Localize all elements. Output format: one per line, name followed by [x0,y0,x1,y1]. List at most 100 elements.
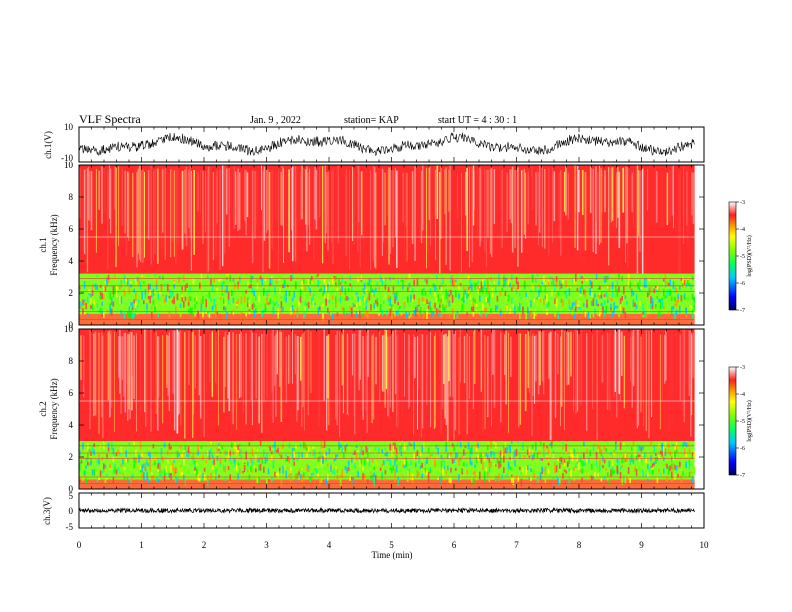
noise-speckle [168,310,171,318]
spectral-streak [140,165,142,263]
spectral-streak [301,165,303,220]
noise-speckle [330,452,332,457]
noise-speckle [83,281,86,289]
noise-speckle [608,479,611,485]
noise-speckle [395,291,398,298]
noise-speckle [143,471,145,480]
spectral-streak [224,165,226,254]
noise-speckle [456,311,459,314]
noise-speckle [442,304,444,311]
noise-speckle [253,310,255,318]
spectral-streak [257,172,258,220]
time-tick-label: 2 [202,540,207,550]
noise-speckle [216,455,219,461]
noise-speckle [387,458,390,462]
spectral-streak [168,332,170,411]
noise-speckle [483,280,486,285]
noise-speckle [133,288,135,293]
noise-speckle [621,457,623,464]
spectral-streak [548,333,550,379]
spectral-streak [124,332,127,413]
noise-speckle [525,466,527,471]
noise-speckle [203,301,206,307]
noise-speckle [418,303,420,307]
spectral-streak [193,170,195,255]
noise-speckle [242,470,244,474]
spectral-streak [609,332,611,411]
noise-speckle [581,460,583,467]
noise-speckle [253,447,255,455]
noise-speckle [469,284,471,289]
spectral-streak [136,333,137,432]
noise-speckle [475,472,478,481]
spectral-streak [501,170,503,248]
spectral-streak [124,170,126,234]
noise-speckle [389,308,391,316]
noise-speckle [488,279,491,284]
noise-speckle [408,283,411,288]
noise-speckle [239,278,241,284]
noise-speckle [637,277,639,282]
noise-speckle [408,468,411,473]
noise-speckle [485,453,487,459]
noise-speckle [320,454,323,463]
noise-speckle [659,473,662,476]
noise-speckle [371,476,374,480]
noise-speckle [655,457,657,464]
noise-speckle [157,313,159,318]
noise-speckle [450,289,452,295]
spectral-streak [160,165,163,248]
noise-speckle [634,308,636,311]
spectral-streak [89,170,91,222]
noise-speckle [447,452,449,459]
noise-speckle [111,297,113,306]
noise-speckle [429,305,431,313]
noise-speckle [434,291,436,297]
noise-speckle [95,450,97,453]
noise-speckle [495,475,497,482]
noise-speckle [487,297,489,303]
noise-speckle [530,303,532,308]
noise-speckle [554,311,556,317]
noise-speckle [394,296,396,304]
noise-speckle [272,309,275,315]
noise-speckle [395,296,398,301]
noise-speckle [443,461,446,465]
ch2-colorbar: -3-4-5-6-7 log(PSD)(V²/Hz) [728,365,753,479]
noise-speckle [386,309,388,317]
noise-speckle [501,287,503,291]
noise-speckle [666,463,668,469]
noise-speckle [424,311,427,314]
noise-speckle [389,459,391,466]
spectral-streak [579,330,581,405]
noise-speckle [559,287,561,291]
noise-speckle [112,469,115,475]
noise-speckle [445,445,447,453]
noise-speckle [607,472,609,477]
noise-speckle [162,456,164,463]
ch1-colorbar-label: log(PSD)(V²/Hz) [746,235,753,276]
noise-speckle [672,463,675,471]
noise-speckle [157,469,159,472]
noise-speckle [275,301,278,304]
spectral-streak [80,335,82,380]
spectral-streak [246,172,249,217]
noise-speckle [152,474,155,481]
noise-speckle [373,294,375,298]
time-tick-label: 10 [700,540,710,550]
noise-speckle [485,467,487,471]
spectral-streak [309,331,310,389]
noise-speckle [597,457,599,464]
noise-speckle [575,300,577,307]
noise-speckle [523,284,526,290]
noise-speckle [274,286,276,295]
spectral-streak [544,168,546,249]
noise-speckle [111,292,113,295]
noise-speckle [455,279,457,283]
noise-speckle [503,467,505,473]
noise-speckle [269,456,271,464]
spectral-streak [626,166,628,244]
noise-speckle [219,457,222,464]
noise-speckle [627,274,630,280]
